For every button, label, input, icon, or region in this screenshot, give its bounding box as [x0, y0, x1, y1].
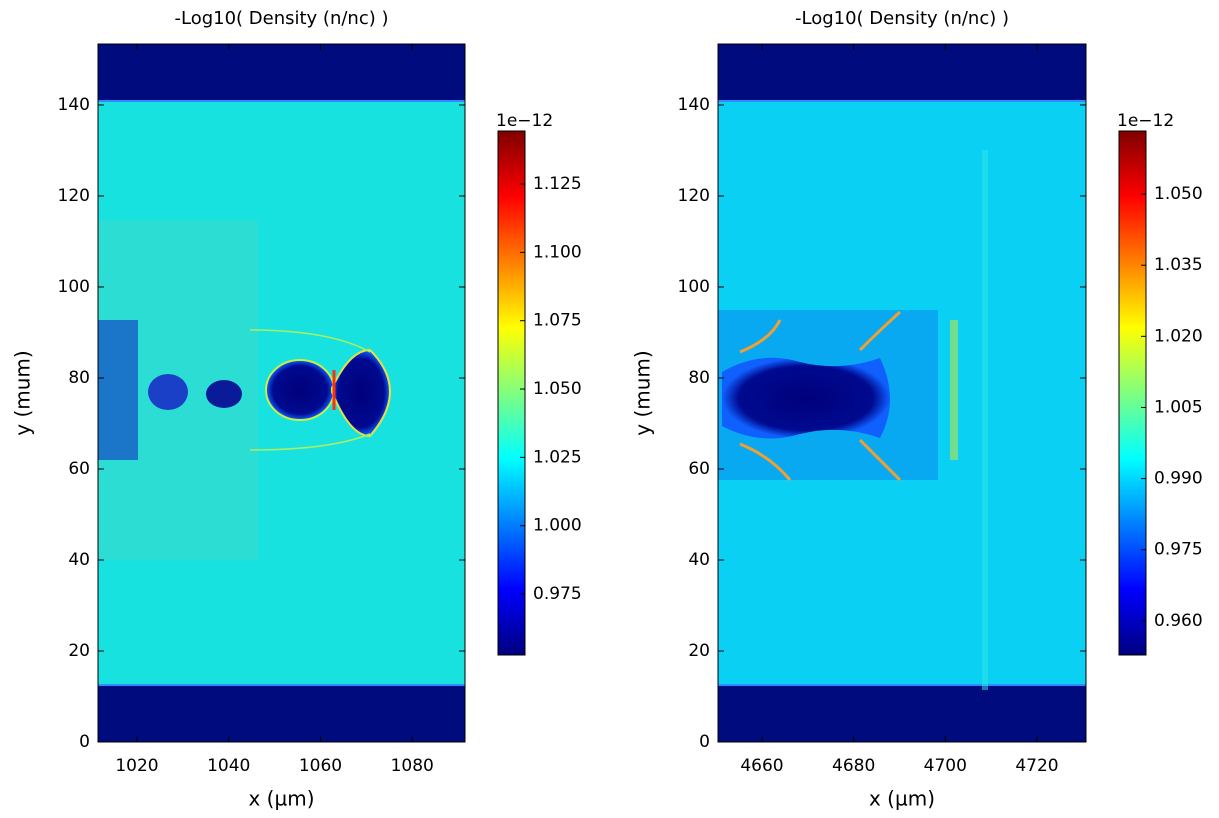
- y-tick-label: 140: [58, 95, 90, 115]
- colorbar-tick-label: 1.025: [533, 447, 582, 467]
- colorbar-tick-label: 1.020: [1154, 326, 1203, 346]
- plot-frame: [97, 43, 466, 743]
- y-tick-label: 20: [68, 641, 90, 661]
- y-tick-label: 80: [688, 368, 710, 388]
- heatmap-image: [98, 44, 465, 742]
- x-tick-label: 4680: [832, 756, 875, 776]
- y-tick-label: 120: [58, 186, 90, 206]
- colorbar-tick-label: 1.075: [533, 311, 582, 331]
- y-tick-label: 120: [678, 186, 710, 206]
- colorbar: [497, 130, 526, 656]
- x-tick-label: 1080: [391, 756, 434, 776]
- y-tick-label: 60: [688, 459, 710, 479]
- x-tick-label: 4720: [1015, 756, 1058, 776]
- x-tick-label: 4660: [740, 756, 783, 776]
- colorbar-tick-label: 1.050: [1154, 184, 1203, 204]
- colorbar-tick-label: 1.100: [533, 242, 582, 262]
- y-axis-label: y (mum): [11, 350, 35, 435]
- plot-frame: [717, 43, 1087, 743]
- colorbar-tick-label: 1.000: [533, 516, 582, 536]
- y-tick-label: 40: [688, 550, 710, 570]
- x-tick-label: 1060: [299, 756, 342, 776]
- y-tick-label: 20: [688, 641, 710, 661]
- colorbar-tick-label: 0.960: [1154, 611, 1203, 631]
- x-axis-label: x (µm): [248, 787, 314, 811]
- y-tick-label: 100: [678, 277, 710, 297]
- colorbar-tick-label: 0.975: [533, 584, 582, 604]
- colorbar-tick-label: 1.005: [1154, 397, 1203, 417]
- y-tick-label: 40: [68, 550, 90, 570]
- y-tick-label: 60: [68, 459, 90, 479]
- y-tick-label: 0: [699, 732, 710, 752]
- y-tick-label: 100: [58, 277, 90, 297]
- chart-title: -Log10( Density (n/nc) ): [795, 8, 1009, 29]
- colorbar-tick-label: 0.975: [1154, 540, 1203, 560]
- x-tick-label: 1040: [207, 756, 250, 776]
- colorbar-tick-label: 1.050: [533, 379, 582, 399]
- colorbar-tick-label: 1.125: [533, 174, 582, 194]
- y-tick-label: 80: [68, 368, 90, 388]
- y-axis-label: y (mum): [631, 350, 655, 435]
- x-axis-label: x (µm): [869, 787, 935, 811]
- y-tick-label: 0: [79, 732, 90, 752]
- colorbar-tick-label: 1.035: [1154, 255, 1203, 275]
- colorbar: [1118, 130, 1147, 656]
- x-tick-label: 1020: [115, 756, 158, 776]
- heatmap-image: [718, 44, 1086, 742]
- colorbar-offset-label: 1e−12: [1117, 111, 1174, 131]
- colorbar-tick-label: 0.990: [1154, 469, 1203, 489]
- y-tick-label: 140: [678, 95, 710, 115]
- chart-title: -Log10( Density (n/nc) ): [174, 8, 388, 29]
- x-tick-label: 4700: [924, 756, 967, 776]
- colorbar-offset-label: 1e−12: [496, 111, 553, 131]
